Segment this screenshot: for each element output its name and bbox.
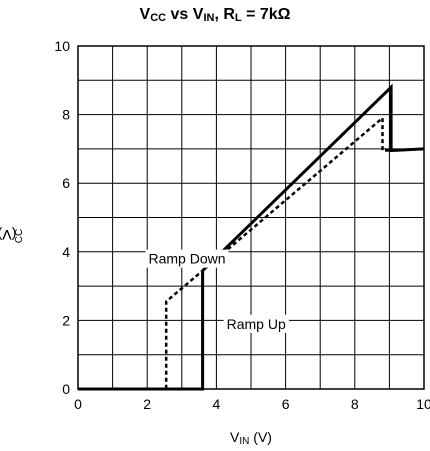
x-tick-label: 0	[74, 396, 82, 412]
x-tick-label: 10	[416, 396, 430, 412]
tick-labels: 0 2 4 6 8 10 0 2 4 6 8 10	[54, 38, 430, 412]
x-axis-label: VIN (V)	[78, 429, 424, 447]
annotation-text: Ramp Down	[148, 251, 225, 267]
y-tick-label: 10	[54, 38, 70, 54]
x-tick-label: 4	[213, 396, 221, 412]
y-tick-label: 6	[62, 175, 70, 191]
y-tick-label: 2	[62, 312, 70, 328]
x-tick-label: 6	[282, 396, 290, 412]
annotation-label: Ramp Up	[224, 315, 289, 333]
y-tick-label: 0	[62, 381, 70, 397]
grid	[78, 46, 424, 389]
x-tick-label: 2	[143, 396, 151, 412]
x-tick-label: 8	[351, 396, 359, 412]
y-tick-label: 8	[62, 107, 70, 123]
annotation-text: Ramp Up	[227, 316, 286, 332]
annotation-label: Ramp Down	[145, 250, 228, 268]
y-tick-label: 4	[62, 244, 70, 260]
